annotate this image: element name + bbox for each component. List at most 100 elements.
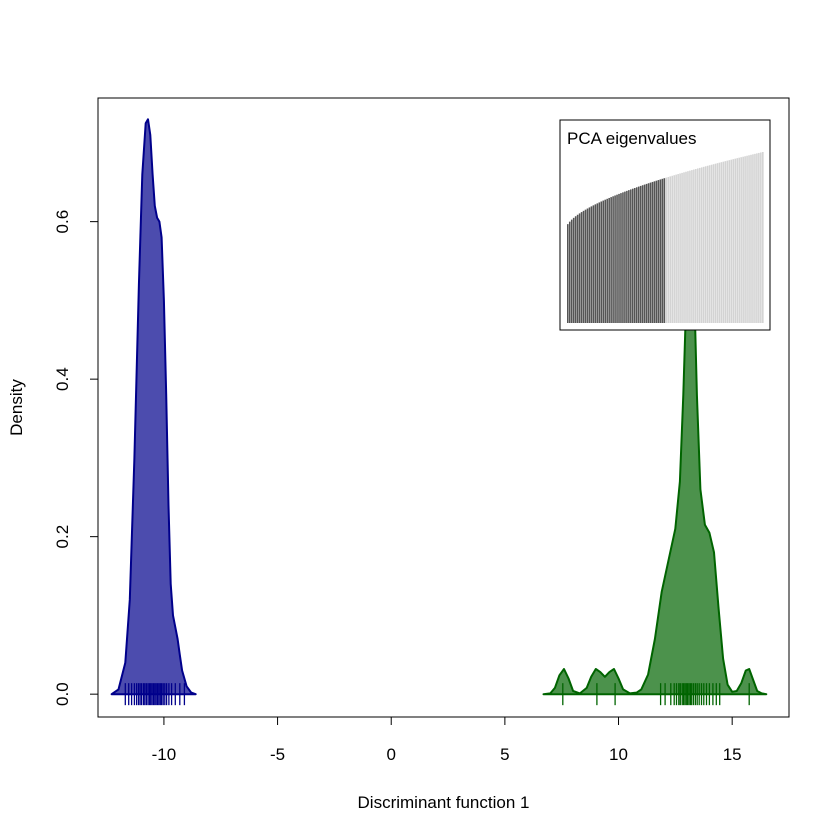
inset-bar	[714, 163, 717, 323]
inset-bar	[675, 174, 677, 323]
inset-bar	[708, 165, 711, 323]
inset-bar	[700, 167, 703, 323]
inset-bar	[716, 163, 719, 323]
x-tick-label: 0	[386, 745, 395, 764]
x-axis: -10 -5 0 5 10 15	[152, 716, 742, 764]
inset-title: PCA eigenvalues	[567, 129, 696, 148]
inset-bar	[689, 170, 691, 323]
inset-bar	[697, 168, 699, 323]
inset-bar	[712, 164, 715, 323]
inset-bar	[673, 175, 675, 323]
y-tick-label: 0.2	[53, 525, 72, 549]
inset-bar	[639, 185, 642, 323]
inset-bar	[588, 207, 591, 323]
inset-bar	[608, 197, 610, 323]
inset-bar	[600, 201, 603, 323]
inset-bar	[622, 192, 624, 323]
inset-bar	[576, 214, 579, 323]
inset-bar	[728, 160, 731, 323]
density-area-2	[542, 228, 768, 696]
inset-bar	[667, 176, 670, 323]
inset-bar	[683, 172, 685, 323]
inset-bar	[584, 209, 587, 323]
inset-bar	[726, 160, 729, 323]
inset-bar	[744, 156, 746, 323]
density-areas	[110, 118, 768, 696]
inset-bar	[748, 155, 750, 323]
inset-bar	[632, 188, 634, 323]
inset-bar	[687, 171, 689, 323]
inset-bar	[628, 190, 630, 323]
inset-bar	[626, 190, 628, 323]
pca-eigenvalues-inset: PCA eigenvalues	[559, 119, 771, 331]
inset-bar	[695, 168, 697, 323]
inset-bar	[590, 206, 593, 323]
inset-bar	[614, 195, 616, 323]
x-tick-label: -5	[270, 745, 285, 764]
inset-bar	[570, 219, 573, 323]
inset-bar	[693, 169, 695, 323]
inset-bar	[606, 198, 608, 323]
inset-bar	[596, 203, 599, 323]
inset-bar	[592, 205, 595, 323]
inset-bar	[568, 221, 571, 323]
rug-marks	[124, 683, 750, 706]
inset-bar	[732, 159, 735, 323]
x-tick-label: 5	[500, 745, 509, 764]
inset-bar	[742, 156, 744, 323]
inset-bar	[679, 173, 681, 323]
inset-bar	[702, 166, 705, 323]
inset-bar	[574, 216, 577, 323]
inset-bar	[604, 199, 607, 323]
inset-bar	[750, 154, 752, 323]
inset-bar	[754, 153, 756, 323]
inset-bar	[681, 172, 683, 323]
inset-bar	[724, 161, 727, 323]
inset-bar	[624, 191, 626, 323]
inset-bar	[669, 176, 672, 323]
y-tick-label: 0.0	[53, 682, 72, 706]
inset-bar	[610, 197, 612, 323]
inset-bar	[637, 186, 640, 323]
inset-bar	[720, 162, 723, 323]
inset-bar	[736, 158, 738, 323]
inset-bar	[635, 187, 638, 323]
y-tick-label: 0.4	[53, 367, 72, 391]
x-tick-label: 15	[723, 745, 742, 764]
inset-bar	[630, 189, 632, 323]
y-axis-label: Density	[7, 379, 26, 436]
inset-bar	[698, 167, 701, 323]
inset-bar	[567, 224, 569, 323]
y-axis: 0.0 0.2 0.4 0.6	[53, 210, 99, 706]
inset-bar	[653, 181, 656, 323]
inset-bar	[734, 158, 737, 323]
inset-bar	[752, 154, 754, 323]
x-tick-label: -10	[152, 745, 177, 764]
inset-bar	[602, 200, 605, 323]
inset-bar	[671, 175, 673, 323]
inset-bar	[704, 166, 707, 323]
inset-bar	[738, 157, 740, 323]
inset-bar	[594, 204, 597, 323]
inset-bar	[663, 178, 666, 323]
inset-bar	[645, 183, 648, 323]
inset-bars	[567, 152, 764, 323]
inset-bar	[710, 164, 713, 323]
inset-bar	[657, 180, 660, 323]
inset-bar	[762, 152, 764, 323]
inset-bar	[620, 193, 622, 323]
inset-bar	[756, 153, 758, 323]
inset-bar	[641, 185, 644, 323]
inset-bar	[758, 152, 760, 323]
inset-bar	[661, 178, 664, 323]
inset-bar	[655, 180, 658, 323]
inset-bar	[740, 157, 742, 323]
inset-bar	[582, 210, 585, 323]
inset-bar	[730, 159, 733, 323]
y-tick-label: 0.6	[53, 210, 72, 234]
inset-bar	[746, 155, 748, 323]
inset-bar	[649, 182, 652, 323]
inset-bar	[572, 217, 575, 323]
inset-bar	[706, 165, 709, 323]
inset-bar	[659, 179, 662, 323]
